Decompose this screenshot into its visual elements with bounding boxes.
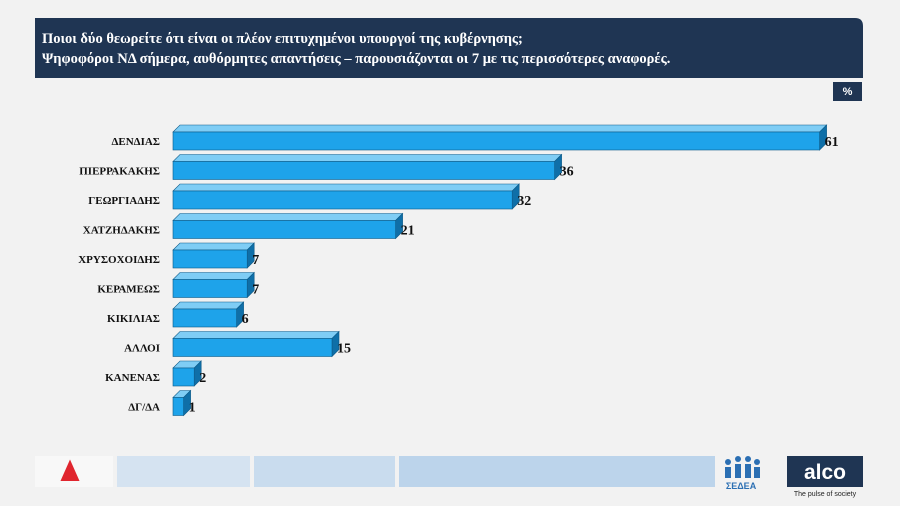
bar: [172, 220, 396, 239]
unit-box: [833, 82, 862, 101]
category-label: ΚΕΡΑΜΕΩΣ: [97, 284, 160, 296]
value-label: 7: [252, 283, 259, 298]
category-label: ΧΡΥΣΟΧΟΙΔΗΣ: [78, 254, 160, 266]
brand-name: alco: [804, 461, 846, 484]
bar: [172, 190, 513, 210]
bar-top: [172, 272, 255, 280]
logo-icon: [60, 459, 80, 481]
bar-top: [172, 124, 828, 133]
category-label: ΑΛΛΟΙ: [124, 343, 160, 355]
value-label: 2: [199, 371, 206, 386]
unit-label: %: [843, 86, 853, 98]
bar: [172, 397, 184, 416]
footer-cell: [117, 456, 250, 487]
bar: [172, 249, 248, 269]
footer: ΣΕΔΕΑ alco The pulse of society: [35, 456, 863, 498]
bar: [172, 131, 820, 151]
category-label: ΚΙΚΙΛΙΑΣ: [107, 313, 160, 325]
category-label: ΔΕΝΔΙΑΣ: [112, 136, 161, 148]
value-label: 32: [517, 194, 531, 209]
value-label: 6: [242, 312, 249, 327]
value-label: 36: [560, 165, 574, 180]
category-label: ΚΑΝΕΝΑΣ: [105, 372, 160, 384]
category-label: ΓΕΩΡΓΙΑΔΗΣ: [88, 195, 160, 207]
bar: [172, 367, 195, 387]
bar-top: [172, 213, 404, 221]
bar-top: [172, 242, 255, 251]
footer-cell: [399, 456, 715, 487]
brand-tagline: The pulse of society: [794, 491, 857, 498]
bar: [172, 279, 248, 298]
value-label: 61: [825, 135, 839, 150]
footer-cell: [254, 456, 395, 487]
chart-title: Ποιοι δύο θεωρείτε ότι είναι οι πλέον επ…: [42, 31, 523, 47]
bar: [172, 308, 237, 328]
value-label: 15: [337, 342, 351, 357]
bar: [172, 161, 555, 180]
bar-top: [172, 154, 563, 162]
bar: [172, 338, 333, 357]
partner-icon: [725, 456, 760, 478]
category-label: ΧΑΤΖΗΔΑΚΗΣ: [83, 225, 160, 237]
bar-top: [172, 183, 520, 192]
bar-top: [172, 301, 245, 310]
chart-subtitle: Ψηφοφόροι ΝΔ σήμερα, αυθόρμητες απαντήσε…: [42, 51, 670, 67]
bar-top: [172, 331, 340, 339]
brand-box: [787, 456, 863, 487]
value-label: 21: [401, 224, 415, 239]
value-label: 7: [252, 253, 259, 268]
value-label: 1: [189, 401, 196, 416]
partner-name: ΣΕΔΕΑ: [726, 481, 757, 491]
category-label: ΔΓ/ΔΑ: [128, 402, 160, 414]
header-bar: [35, 18, 863, 78]
category-label: ΠΙΕΡΡΑΚΑΚΗΣ: [79, 166, 160, 178]
